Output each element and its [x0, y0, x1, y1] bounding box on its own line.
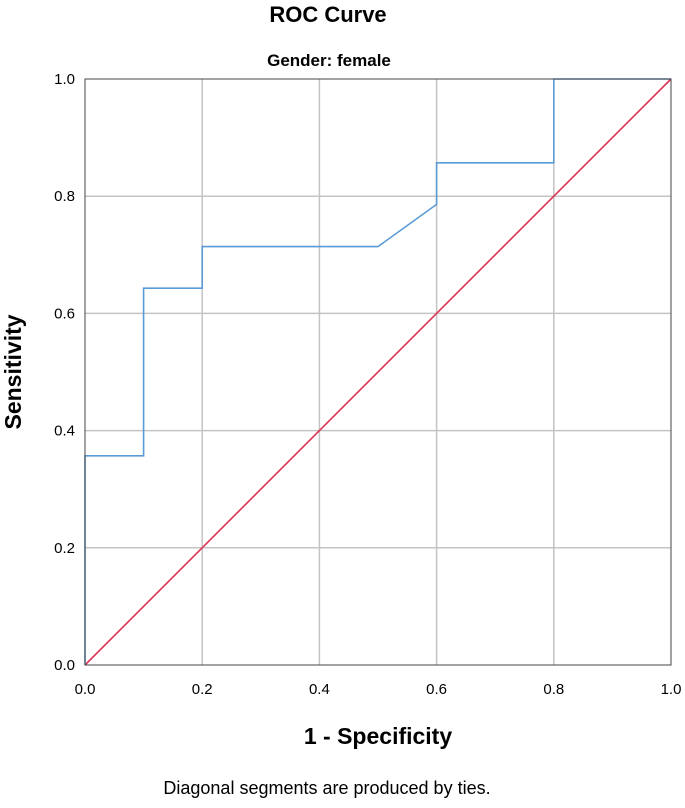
y-axis-label: Sensitivity — [0, 314, 26, 429]
y-tick-label: 0.2 — [54, 540, 75, 557]
tick-labels: 0.0 0.2 0.4 0.6 0.8 1.0 0.0 0.2 0.4 0.6 0.8 1.0 — [54, 71, 681, 698]
y-tick-label: 0.6 — [54, 305, 75, 322]
roc-curve-line — [84, 78, 671, 665]
series-layer — [84, 78, 672, 666]
x-tick-label: 0.0 — [75, 681, 96, 698]
x-tick-label: 0.6 — [426, 681, 447, 698]
y-tick-label: 1.0 — [54, 71, 75, 88]
y-tick-label: 0.8 — [54, 188, 75, 205]
y-tick-label: 0.4 — [54, 423, 75, 440]
x-tick-label: 1.0 — [661, 681, 682, 698]
x-axis-label: 1 - Specificity — [304, 723, 452, 749]
chart-subtitle: Gender: female — [267, 51, 391, 70]
x-tick-label: 0.8 — [543, 681, 564, 698]
y-tick-label: 0.0 — [54, 657, 75, 674]
plot-frame — [84, 78, 672, 666]
x-tick-label: 0.2 — [192, 681, 213, 698]
chart-title: ROC Curve — [269, 2, 386, 27]
chart-footnote: Diagonal segments are produced by ties. — [163, 778, 490, 798]
reference-diagonal-line — [84, 78, 672, 666]
x-tick-label: 0.4 — [309, 681, 330, 698]
